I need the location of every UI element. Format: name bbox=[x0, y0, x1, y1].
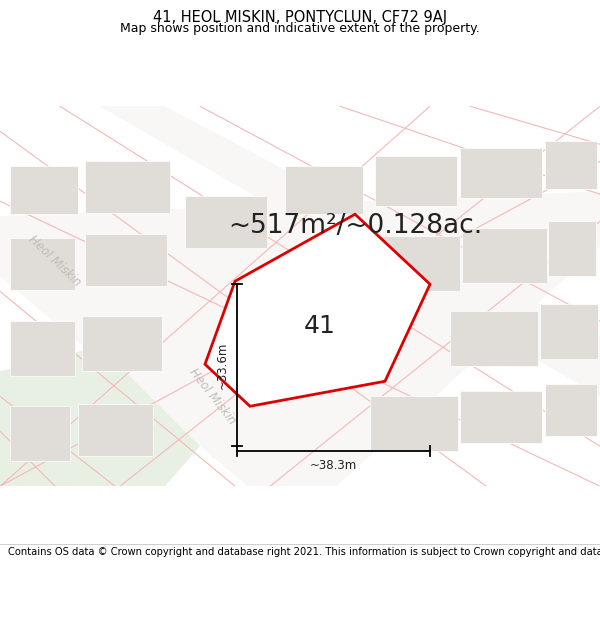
Bar bbox=[545, 384, 597, 436]
Bar bbox=[85, 234, 167, 286]
Text: 41: 41 bbox=[304, 314, 336, 338]
Polygon shape bbox=[0, 346, 200, 486]
Text: Heol Miskin: Heol Miskin bbox=[26, 233, 84, 289]
Text: ~38.3m: ~38.3m bbox=[310, 459, 357, 472]
Bar bbox=[10, 238, 75, 290]
Bar bbox=[370, 236, 460, 291]
Polygon shape bbox=[205, 214, 430, 406]
Bar bbox=[185, 196, 267, 248]
Bar bbox=[462, 228, 547, 283]
Text: 41, HEOL MISKIN, PONTYCLUN, CF72 9AJ: 41, HEOL MISKIN, PONTYCLUN, CF72 9AJ bbox=[153, 10, 447, 25]
Bar bbox=[450, 311, 538, 366]
Bar bbox=[375, 156, 457, 206]
Bar bbox=[10, 321, 75, 376]
Bar bbox=[285, 166, 363, 214]
Text: Heol Miskin: Heol Miskin bbox=[186, 366, 238, 427]
Bar bbox=[460, 148, 542, 198]
Bar bbox=[82, 316, 162, 371]
Text: Map shows position and indicative extent of the property.: Map shows position and indicative extent… bbox=[120, 22, 480, 35]
Text: ~517m²/~0.128ac.: ~517m²/~0.128ac. bbox=[228, 213, 482, 239]
Polygon shape bbox=[0, 191, 600, 501]
Polygon shape bbox=[0, 106, 600, 396]
Bar bbox=[78, 404, 153, 456]
Bar bbox=[10, 406, 70, 461]
Bar bbox=[10, 166, 78, 214]
Text: Contains OS data © Crown copyright and database right 2021. This information is : Contains OS data © Crown copyright and d… bbox=[8, 547, 600, 557]
Bar bbox=[540, 304, 598, 359]
Bar bbox=[85, 161, 170, 213]
Text: ~33.6m: ~33.6m bbox=[216, 341, 229, 389]
Bar bbox=[545, 141, 597, 189]
Bar bbox=[548, 221, 596, 276]
Bar bbox=[460, 391, 542, 443]
Bar bbox=[370, 396, 458, 451]
